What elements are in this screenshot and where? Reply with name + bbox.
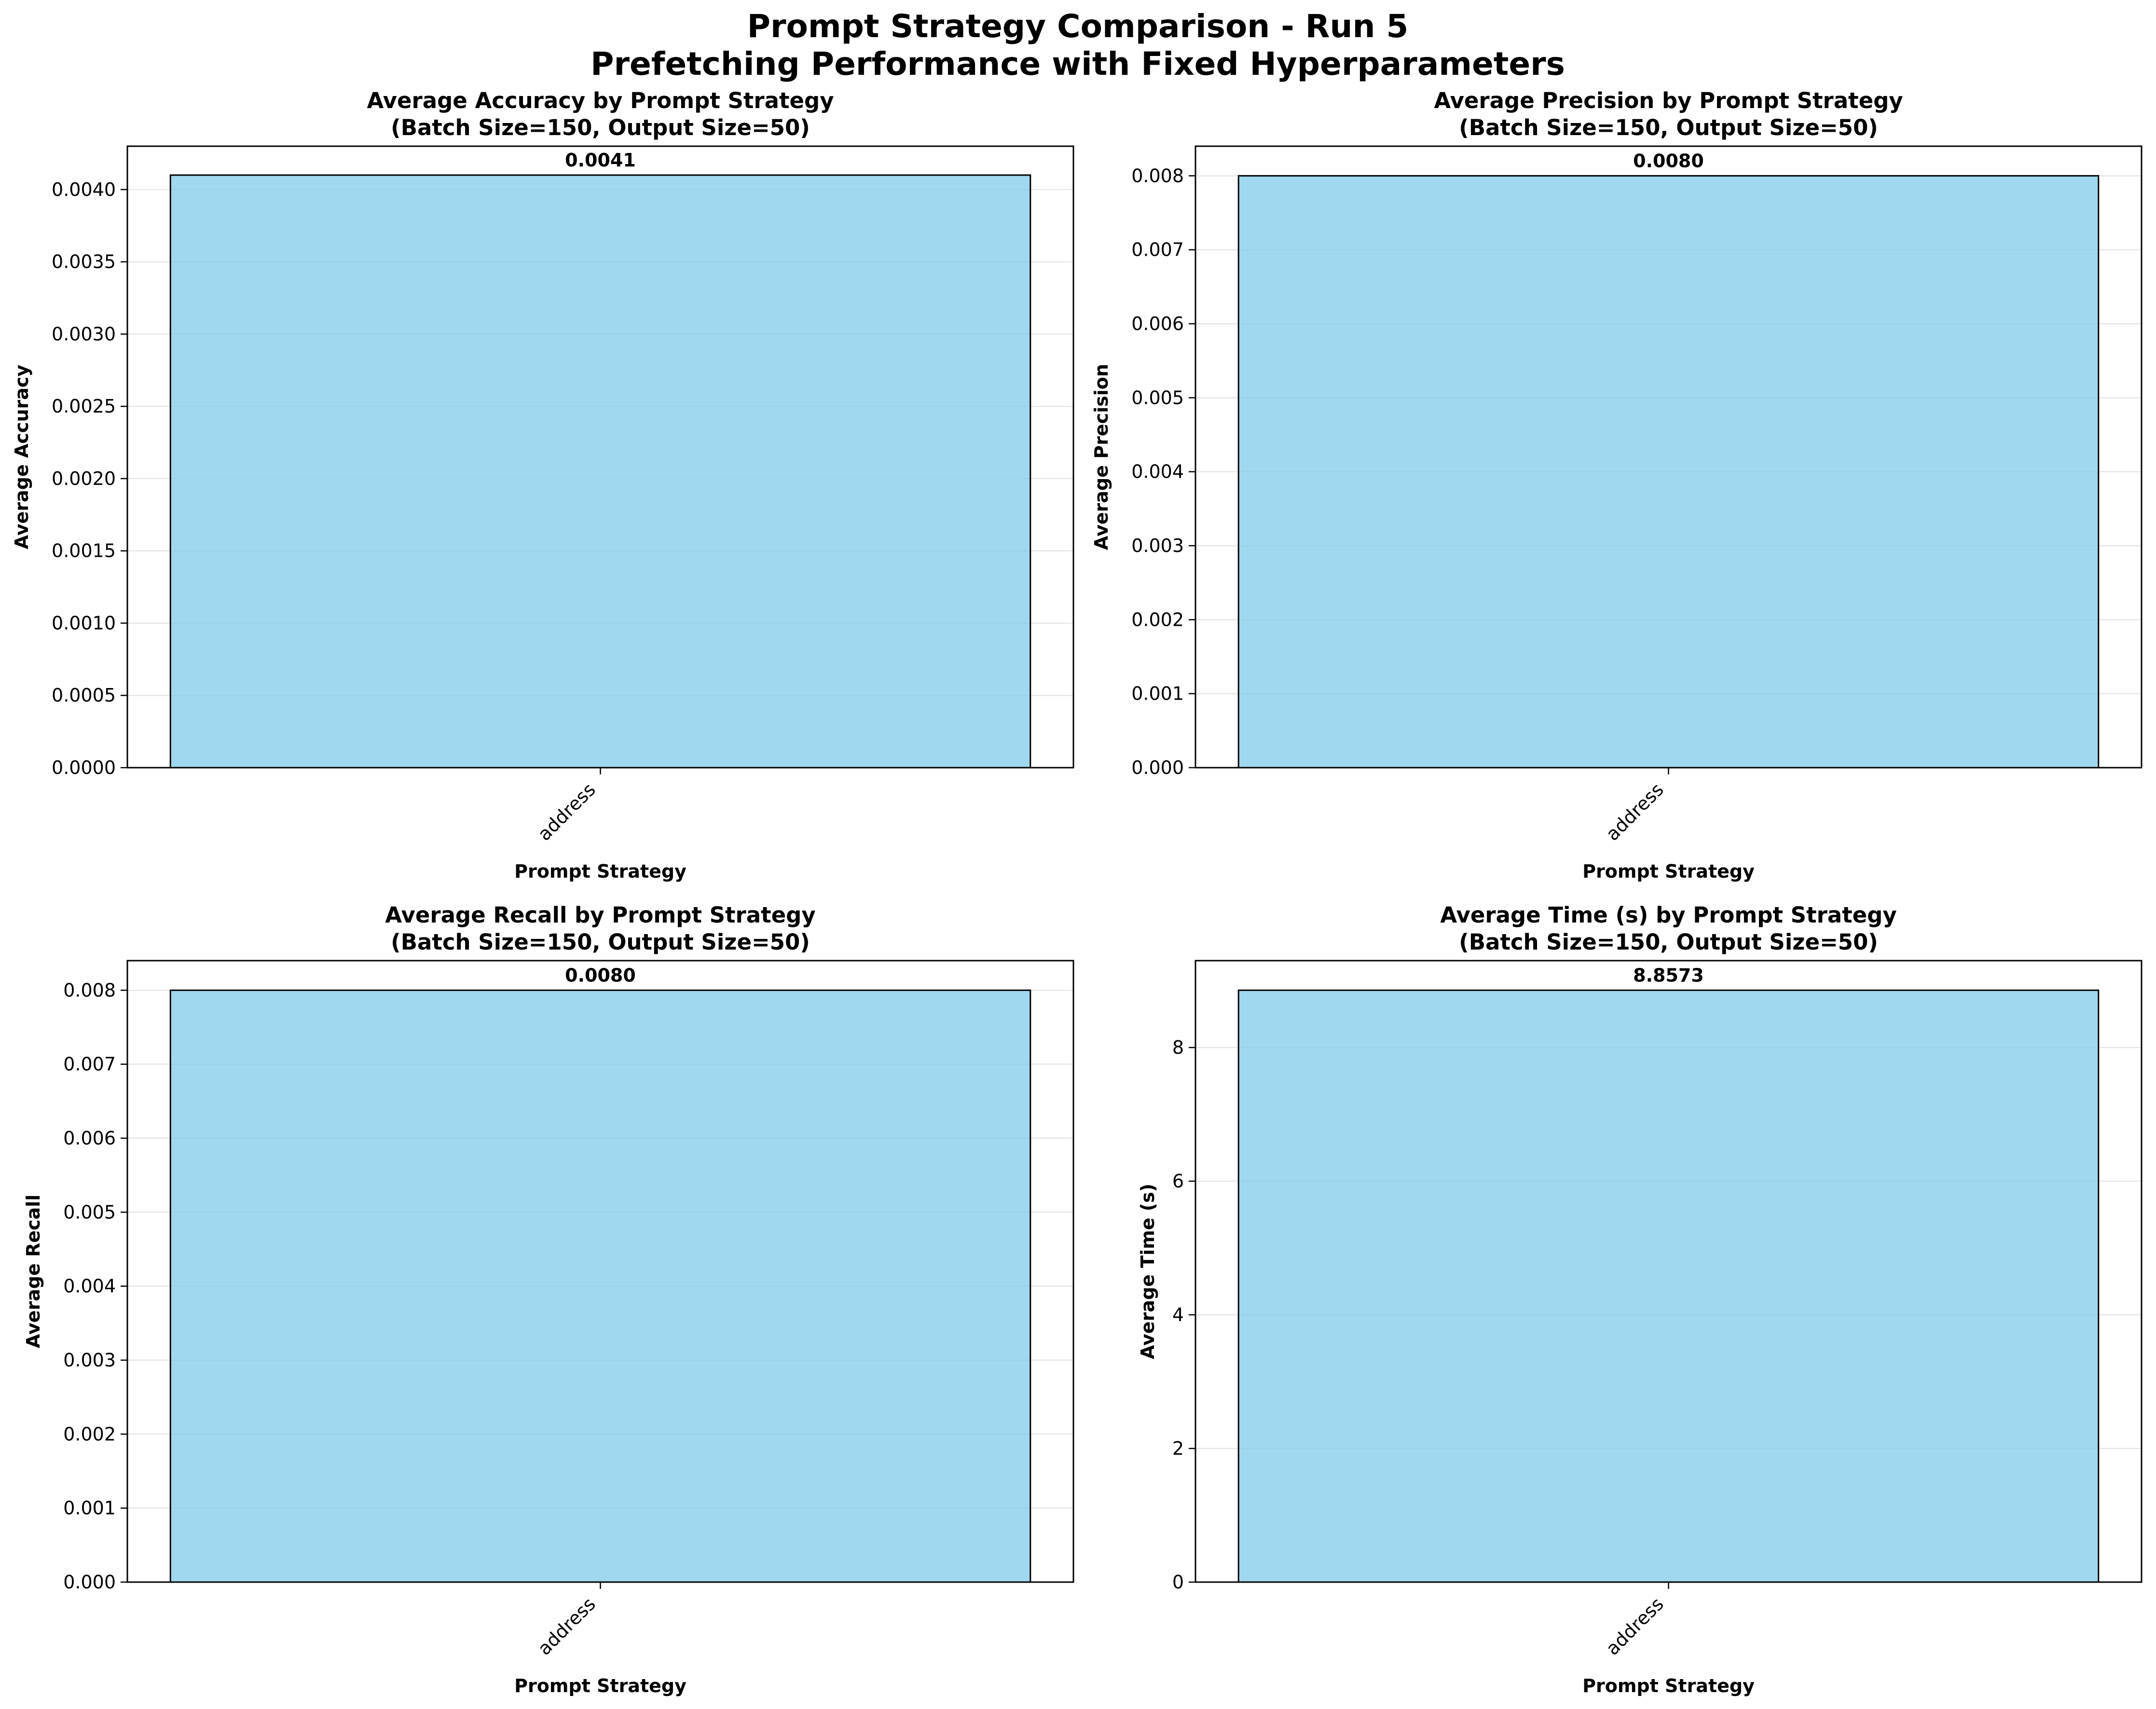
- y-tick-label: 0.006: [1131, 313, 1184, 334]
- x-axis-label: Prompt Strategy: [1582, 1675, 1755, 1696]
- bar-address: [1237, 175, 2100, 769]
- bar-address: [1237, 989, 2100, 1583]
- subplot-title-line2: (Batch Size=150, Output Size=50): [391, 929, 810, 955]
- subplot-title-line2: (Batch Size=150, Output Size=50): [1459, 929, 1878, 955]
- y-tick-label: 0.0015: [52, 540, 116, 562]
- y-tick-label: 0.008: [1131, 165, 1184, 186]
- figure-title-line1: Prompt Strategy Comparison - Run 5: [747, 8, 1409, 45]
- y-tick-label: 0.0025: [52, 396, 116, 417]
- y-tick-label: 0.0040: [52, 179, 116, 200]
- bar-address: [169, 989, 1031, 1583]
- y-tick-label: 0: [1172, 1571, 1184, 1593]
- y-axis-label: Average Accuracy: [11, 365, 32, 550]
- y-axis-label: Average Recall: [23, 1195, 44, 1348]
- axes-frame: [126, 960, 1074, 1583]
- axes-frame: [126, 145, 1074, 769]
- subplot-title-line1: Average Precision by Prompt Strategy: [1434, 88, 1903, 113]
- y-tick-label: 0.007: [63, 1054, 116, 1075]
- bar-value-label: 0.0080: [1633, 150, 1704, 171]
- y-tick-label: 4: [1172, 1304, 1184, 1325]
- y-tick-label: 0.007: [1131, 239, 1184, 261]
- y-tick-label: 0.003: [1131, 535, 1184, 556]
- bar-value-label: 8.8573: [1633, 965, 1704, 986]
- bar-address: [169, 174, 1031, 769]
- axes-frame: [1195, 145, 2142, 769]
- y-tick-label: 0.006: [63, 1128, 116, 1149]
- y-tick-label: 0.001: [63, 1498, 116, 1519]
- x-axis-label: Prompt Strategy: [1582, 861, 1755, 882]
- subplot-title-line1: Average Time (s) by Prompt Strategy: [1440, 902, 1896, 928]
- bar-value-label: 0.0080: [565, 965, 636, 986]
- x-axis-label: Prompt Strategy: [514, 861, 687, 882]
- subplot-title-line2: (Batch Size=150, Output Size=50): [1459, 115, 1878, 140]
- axes-frame: [1195, 960, 2142, 1583]
- y-tick-label: 0.003: [63, 1350, 116, 1371]
- subplot-2: 0.0080address0.0000.0010.0020.0030.0040.…: [1091, 88, 2142, 882]
- y-tick-label: 0.002: [63, 1423, 116, 1445]
- y-tick-label: 0.0020: [52, 468, 116, 489]
- y-tick-label: 0.0010: [52, 612, 116, 634]
- subplot-title-line1: Average Recall by Prompt Strategy: [385, 902, 815, 928]
- bar-value-label: 0.0041: [565, 150, 636, 171]
- y-axis-label: Average Time (s): [1137, 1184, 1158, 1359]
- y-tick-label: 0.004: [63, 1276, 116, 1297]
- y-tick-label: 0.000: [1131, 757, 1184, 778]
- subplot-1: 0.0041address0.00000.00050.00100.00150.0…: [11, 88, 1074, 882]
- figure-title-line2: Prefetching Performance with Fixed Hyper…: [590, 45, 1565, 83]
- subplot-title-line1: Average Accuracy by Prompt Strategy: [367, 88, 834, 113]
- y-tick-label: 6: [1172, 1171, 1184, 1192]
- x-axis-label: Prompt Strategy: [514, 1675, 687, 1696]
- y-tick-label: 0.008: [63, 979, 116, 1001]
- y-tick-label: 0.005: [1131, 387, 1184, 408]
- y-tick-label: 0.002: [1131, 609, 1184, 630]
- subplot-title-line2: (Batch Size=150, Output Size=50): [391, 115, 810, 140]
- y-tick-label: 0.004: [1131, 461, 1184, 482]
- y-tick-label: 0.0005: [52, 685, 116, 706]
- y-tick-label: 0.0000: [52, 757, 116, 778]
- y-tick-label: 0.001: [1131, 683, 1184, 704]
- y-tick-label: 0.005: [63, 1201, 116, 1223]
- subplot-3: 0.0080address0.0000.0010.0020.0030.0040.…: [23, 902, 1074, 1696]
- y-tick-label: 0.0030: [52, 323, 116, 345]
- y-tick-label: 2: [1172, 1438, 1184, 1459]
- y-tick-label: 0.0035: [52, 251, 116, 273]
- y-tick-label: 0.000: [63, 1571, 116, 1593]
- y-axis-label: Average Precision: [1091, 364, 1112, 550]
- y-tick-label: 8: [1172, 1037, 1184, 1058]
